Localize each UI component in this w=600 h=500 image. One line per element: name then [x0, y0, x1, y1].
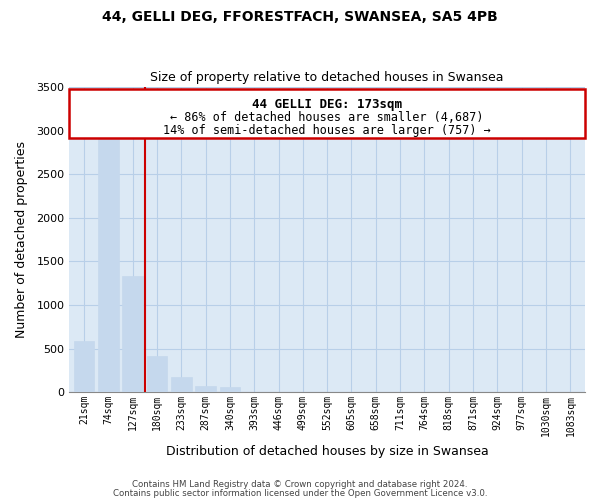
Text: Contains HM Land Registry data © Crown copyright and database right 2024.: Contains HM Land Registry data © Crown c…: [132, 480, 468, 489]
FancyBboxPatch shape: [70, 89, 585, 138]
Text: ← 86% of detached houses are smaller (4,687): ← 86% of detached houses are smaller (4,…: [170, 110, 484, 124]
Bar: [171, 377, 191, 392]
Title: Size of property relative to detached houses in Swansea: Size of property relative to detached ho…: [151, 72, 504, 85]
Y-axis label: Number of detached properties: Number of detached properties: [15, 141, 28, 338]
Bar: [195, 386, 216, 392]
Bar: [220, 388, 240, 392]
Bar: [122, 276, 143, 392]
Bar: [98, 138, 119, 392]
Bar: [146, 356, 167, 393]
Text: Contains public sector information licensed under the Open Government Licence v3: Contains public sector information licen…: [113, 489, 487, 498]
X-axis label: Distribution of detached houses by size in Swansea: Distribution of detached houses by size …: [166, 444, 488, 458]
Text: 14% of semi-detached houses are larger (757) →: 14% of semi-detached houses are larger (…: [163, 124, 491, 136]
Text: 44 GELLI DEG: 173sqm: 44 GELLI DEG: 173sqm: [252, 98, 402, 110]
Bar: [74, 341, 94, 392]
Text: 44, GELLI DEG, FFORESTFACH, SWANSEA, SA5 4PB: 44, GELLI DEG, FFORESTFACH, SWANSEA, SA5…: [102, 10, 498, 24]
